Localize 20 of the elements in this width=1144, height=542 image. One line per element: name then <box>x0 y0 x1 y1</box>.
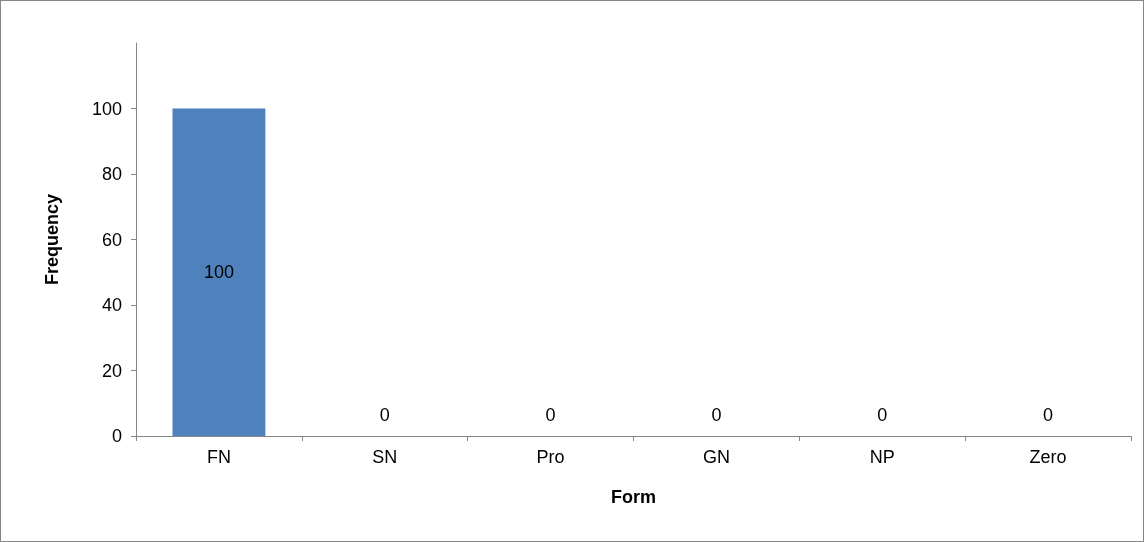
x-tick-label: Zero <box>1029 447 1067 467</box>
y-tick-label: 80 <box>101 164 122 184</box>
y-tick-label: 0 <box>111 426 122 446</box>
x-tick-label: NP <box>869 447 895 467</box>
data-label: 0 <box>379 405 390 425</box>
y-tick-label: 100 <box>91 98 122 119</box>
y-tick-label: 20 <box>101 360 122 381</box>
x-tick-label: FN <box>206 447 231 467</box>
y-tick-label: 40 <box>101 295 122 315</box>
data-label: 100 <box>203 262 234 283</box>
y-tick-label: 60 <box>101 229 122 250</box>
data-label: 0 <box>711 405 722 425</box>
x-tick-label: GN <box>702 447 730 467</box>
data-label: 0 <box>877 405 888 425</box>
x-tick-label: Pro <box>536 447 565 467</box>
data-label: 0 <box>1043 405 1054 425</box>
y-axis-title: Frequency <box>42 193 62 286</box>
x-axis-title: Form <box>611 487 656 507</box>
data-label: 0 <box>545 405 556 425</box>
x-tick-label: SN <box>372 447 398 467</box>
